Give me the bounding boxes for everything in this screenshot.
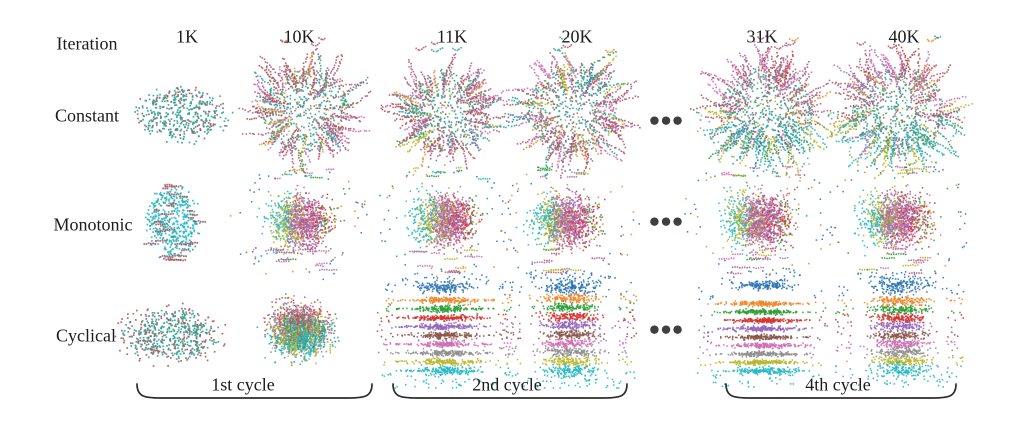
iteration-label: Iteration [56,33,118,54]
column-header: 10K [283,26,315,47]
cycle-brace [725,383,957,399]
column-header: 11K [436,26,468,47]
column-header: 1K [176,26,198,47]
ellipsis: ●●● [649,113,685,127]
ellipsis: ●●● [649,214,685,228]
cycle-label: 2nd cycle [472,374,542,395]
row-label: Monotonic [53,214,133,235]
cycle-brace [392,383,628,399]
row-label: Cyclical [56,325,116,346]
cycle-label: 4th cycle [805,374,871,395]
column-header: 20K [561,26,593,47]
column-header: 40K [888,26,920,47]
cycle-brace [136,383,373,399]
row-label: Constant [54,105,120,126]
cycle-label: 1st cycle [211,374,275,395]
ellipsis: ●●● [649,322,685,336]
column-header: 31K [746,26,778,47]
